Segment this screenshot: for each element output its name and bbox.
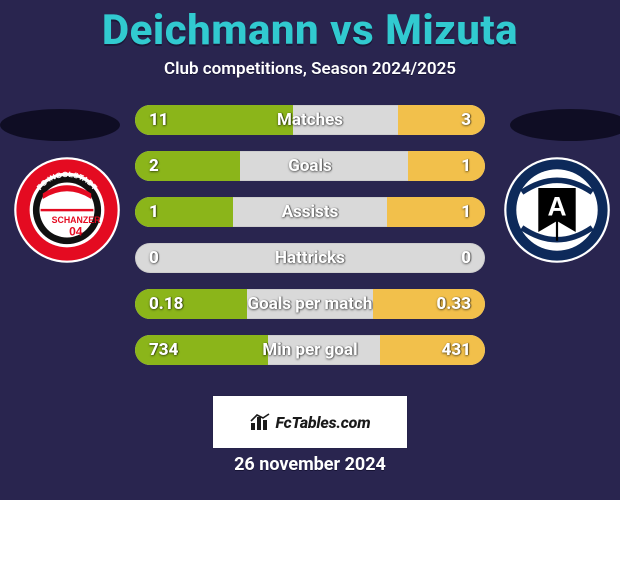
source-badge-text: FcTables.com <box>276 413 371 432</box>
page-title: Deichmann vs Mizuta <box>0 6 620 55</box>
source-badge: FcTables.com <box>213 396 407 448</box>
stat-bar: 11 3 Matches <box>135 105 485 135</box>
subtitle: Club competitions, Season 2024/2025 <box>0 59 620 79</box>
stat-label: Assists <box>282 202 339 222</box>
stat-left-value: 11 <box>149 110 169 130</box>
stat-left-value: 1 <box>149 202 159 222</box>
stat-left-value: 0 <box>149 248 159 268</box>
crest-left-icon: FC INGOLSTADT SCHANZER 04 <box>12 155 122 265</box>
stat-bar-right-fill <box>398 105 486 135</box>
stats-arena: FC INGOLSTADT SCHANZER 04 A 113Matches21… <box>0 105 620 381</box>
svg-text:A: A <box>547 192 566 222</box>
stat-right-value: 431 <box>442 340 471 360</box>
canvas: Deichmann vs Mizuta Club competitions, S… <box>0 0 620 580</box>
stat-bars: 113Matches21Goals11Assists00Hattricks0.1… <box>135 105 485 365</box>
stat-left-value: 734 <box>149 340 178 360</box>
stat-right-value: 1 <box>461 156 471 176</box>
stat-bar-right-fill <box>408 151 485 181</box>
stat-bar: 0 0 Hattricks <box>135 243 485 273</box>
stat-bar: 0.18 0.33 Goals per match <box>135 289 485 319</box>
crest-right-icon: A <box>502 155 612 265</box>
date-label: 26 november 2024 <box>234 454 386 475</box>
shadow-oval-left <box>0 109 120 141</box>
bars-icon <box>250 413 272 431</box>
stat-right-value: 1 <box>461 202 471 222</box>
stat-left-value: 0.18 <box>149 294 183 314</box>
svg-text:04: 04 <box>69 224 83 238</box>
stat-label: Goals per match <box>248 294 373 314</box>
stat-label: Min per goal <box>262 340 357 360</box>
stat-right-value: 0 <box>461 248 471 268</box>
stat-left-value: 2 <box>149 156 159 176</box>
stat-label: Hattricks <box>275 248 345 268</box>
comparison-card: Deichmann vs Mizuta Club competitions, S… <box>0 0 620 406</box>
stat-label: Goals <box>288 156 332 176</box>
stat-right-value: 3 <box>461 110 471 130</box>
stat-bar: 1 1 Assists <box>135 197 485 227</box>
stat-label: Matches <box>277 110 343 130</box>
stat-bar: 734 431 Min per goal <box>135 335 485 365</box>
shadow-oval-right <box>510 109 620 141</box>
stat-right-value: 0.33 <box>437 294 471 314</box>
stat-bar: 2 1 Goals <box>135 151 485 181</box>
